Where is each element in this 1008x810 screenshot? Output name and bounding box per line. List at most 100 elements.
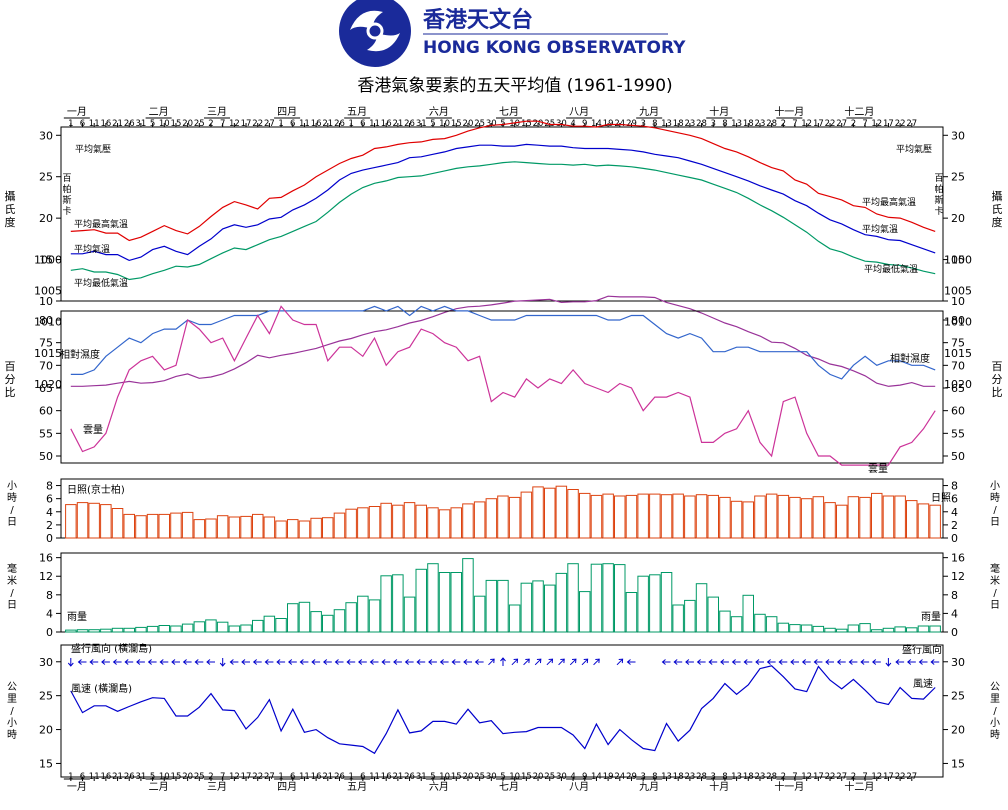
wind-arrow-icon (404, 659, 414, 665)
wind-arrow-icon (661, 659, 671, 665)
month-label: 五月 (347, 781, 367, 793)
sunshine-bar (240, 515, 252, 539)
date-tick-label: 20 (533, 119, 544, 129)
wind-arrow-icon (381, 659, 391, 665)
month-label: 四月 (277, 781, 297, 793)
wind-arrow-icon (790, 659, 799, 665)
wind-axis-label: / (993, 706, 997, 717)
sunshine-bar (672, 493, 684, 539)
legend-cloud: 雲量 (83, 424, 103, 436)
wind-arrow-icon (159, 659, 169, 665)
wind-arrow-head (428, 659, 433, 665)
wind-arrow-head (89, 659, 94, 665)
percent-axis-label: 百 (5, 360, 16, 373)
wind-arrow-icon (626, 659, 636, 665)
sunshine-bar (544, 487, 556, 539)
month-label: 八月 (569, 106, 589, 118)
rainfall-bar (368, 599, 381, 633)
wind-arrow-head (219, 662, 226, 667)
y-tick-label: 0 (951, 626, 958, 639)
sunshine-bar (65, 504, 77, 539)
wind-axis-label: 里 (990, 693, 1000, 705)
legend-tmax: 平均最高氣溫 (862, 196, 916, 208)
sunshine-bar (894, 495, 906, 539)
y-tick-label: 4 (46, 506, 53, 519)
y-tick-label: 20 (951, 724, 965, 737)
wind-arrow-icon (241, 659, 250, 665)
rainfall-bar (672, 604, 684, 633)
date-tick-label: 8 (652, 119, 657, 129)
pressure-axis-label: 卡 (62, 205, 71, 217)
wind-arrow-shaft (523, 658, 530, 666)
date-tick-label: 20 (182, 119, 193, 129)
y-tick-label: 15 (39, 757, 53, 770)
date-tick-label: 21 (392, 119, 403, 129)
sunshine-bar (917, 503, 930, 539)
month-label: 七月 (499, 106, 519, 118)
rainfall-bar (392, 574, 404, 633)
rainfall-bar (847, 624, 860, 633)
sunshine-bar (765, 493, 778, 539)
y-tick-label: 60 (951, 405, 965, 418)
temp-axis-label: 度 (992, 215, 1003, 229)
wind-arrow-icon (766, 659, 776, 665)
series-cloud-line (70, 305, 936, 466)
wind-arrow-icon (778, 659, 788, 665)
pressure-tick-label: 1005 (944, 285, 972, 298)
wind-arrow-icon (474, 659, 484, 665)
sunshine-bar (228, 516, 241, 539)
wind-arrow-head (171, 659, 176, 665)
legend-humidity: 相對濕度 (890, 352, 930, 365)
observatory-logo: 香港天文台 HONG KONG OBSERVATORY (339, 0, 686, 67)
rainfall-axis-label: 日 (7, 600, 17, 611)
wind-arrow-icon (546, 658, 554, 666)
wind-arrow-head (536, 658, 542, 664)
wind-axis-label: 時 (7, 729, 17, 741)
date-tick-label: 17 (883, 119, 894, 129)
rainfall-bar (322, 614, 334, 633)
date-tick-label: 25 (194, 119, 205, 129)
wind-arrow-icon (112, 659, 122, 665)
wind-arrow-icon (930, 659, 940, 665)
wind-arrow-shaft (616, 658, 623, 666)
month-label: 十月 (709, 105, 729, 118)
date-tick-label: 16 (311, 119, 322, 129)
date-tick-label: 15 (171, 119, 182, 129)
y-tick-label: 10 (39, 295, 53, 308)
date-tick-label: 1 (348, 119, 353, 129)
sunshine-axis-label: / (993, 505, 997, 516)
sunshine-bar (298, 520, 311, 539)
wind-arrow-head (872, 659, 877, 665)
legend-pressure: 平均氣壓 (75, 143, 111, 155)
rainfall-bar (754, 613, 766, 633)
rainfall-bar (310, 611, 322, 633)
wind-arrow-head (836, 659, 842, 665)
y-tick-label: 2 (951, 519, 958, 532)
wind-arrow-icon (194, 659, 204, 665)
date-tick-label: 17 (241, 119, 252, 129)
sunshine-bar (847, 496, 860, 539)
date-tick-label: 28 (766, 119, 777, 129)
wind-arrow-head (439, 659, 444, 665)
pressure-axis-label: 卡 (934, 205, 943, 217)
rainfall-bar (158, 625, 170, 633)
wind-arrow-icon (463, 659, 472, 665)
wind-arrow-icon (523, 658, 530, 666)
sunshine-bar (158, 513, 170, 539)
rainfall-bar (462, 558, 474, 633)
temp-axis-label: 攝 (5, 189, 16, 203)
wind-arrow-head (393, 659, 398, 665)
date-tick-label: 22 (825, 119, 836, 129)
sunshine-bar (380, 502, 392, 539)
logo-center-icon (366, 22, 384, 40)
sunshine-bar (730, 500, 743, 539)
wind-arrow-head (474, 659, 479, 665)
percent-axis-label: 分 (5, 373, 16, 386)
sunshine-bar (567, 489, 579, 539)
sunshine-bar (357, 507, 369, 539)
wind-arrow-icon (323, 659, 332, 665)
pressure-tick-label: 1000 (944, 254, 972, 267)
wind-arrow-head (264, 659, 269, 665)
